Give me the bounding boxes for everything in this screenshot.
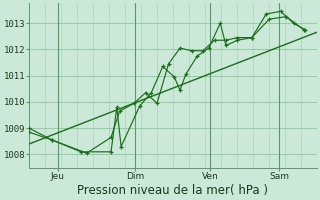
X-axis label: Pression niveau de la mer( hPa ): Pression niveau de la mer( hPa ) — [77, 184, 268, 197]
